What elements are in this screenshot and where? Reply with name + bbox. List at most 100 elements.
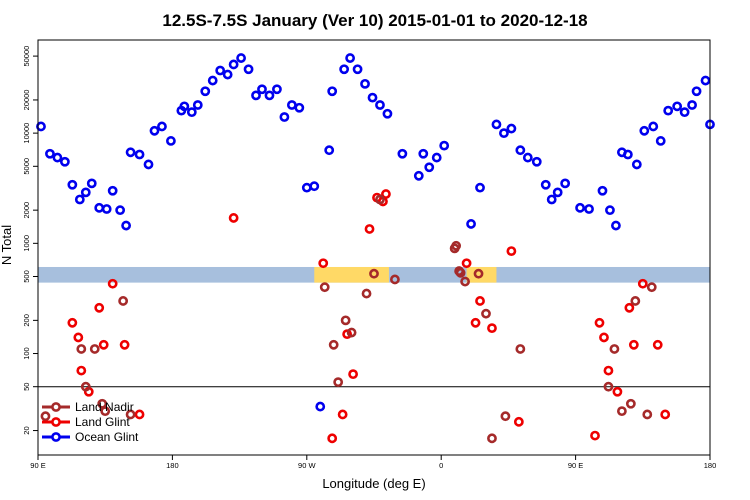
- ocean-glint-point: [639, 125, 650, 136]
- plot-frame: [37, 39, 711, 456]
- ocean-glint-point: [439, 140, 450, 151]
- legend-marker-ocean-glint: [51, 432, 61, 442]
- y-tick-label: 50: [22, 383, 31, 391]
- ocean-glint-point: [691, 86, 702, 97]
- x-tick-label: 90 E: [568, 461, 583, 470]
- ocean-glint-point: [107, 185, 118, 196]
- ocean-glint-point: [382, 108, 393, 119]
- ocean-glint-point: [301, 182, 312, 193]
- land-nadir-point: [328, 339, 339, 350]
- y-tick-label: 20: [22, 426, 31, 434]
- x-tick-label: 0: [439, 461, 443, 470]
- land-nadir-point: [118, 296, 129, 306]
- land-nadir-point: [125, 409, 136, 420]
- ocean-glint-point: [687, 100, 697, 110]
- land-glint-point: [98, 339, 109, 350]
- land-nadir-point: [89, 344, 100, 354]
- ocean-glint-point: [315, 401, 326, 412]
- land-nadir-point: [481, 308, 491, 319]
- land-nadir-point: [603, 381, 614, 392]
- ocean-glint-point: [186, 107, 197, 118]
- x-axis: 90 E 180 90 W 0 90 E 180: [30, 455, 716, 470]
- ocean-glint-point: [228, 59, 239, 70]
- land-nadir-point: [616, 406, 627, 417]
- ocean-glint-point: [605, 205, 615, 216]
- ocean-glint-point: [149, 125, 160, 136]
- land-glint-point: [94, 302, 105, 313]
- land-nadir-point: [455, 267, 466, 278]
- land-nadir-point: [369, 268, 379, 279]
- legend-label-ocean-glint: Ocean Glint: [75, 430, 139, 444]
- land-glint-point: [594, 317, 605, 328]
- land-nadir-point: [319, 282, 330, 293]
- land-glint-point: [327, 433, 338, 444]
- x-tick-label: 90 E: [30, 461, 45, 470]
- land-glint-point: [628, 339, 639, 350]
- land-nadir-point: [500, 411, 511, 422]
- land-glint-point: [461, 258, 472, 269]
- ocean-glint-point: [345, 53, 356, 63]
- ocean-glint-point: [679, 107, 690, 118]
- ocean-glint-point: [491, 119, 502, 130]
- ocean-glint-point: [360, 78, 370, 89]
- ocean-glint-point: [207, 75, 218, 86]
- land-glint-point: [513, 416, 524, 427]
- ocean-glint-point: [352, 64, 363, 75]
- ocean-glint-point: [157, 121, 167, 132]
- land-glint-point: [107, 278, 118, 289]
- land-glint-point: [612, 386, 623, 397]
- ocean-glint-point: [375, 100, 385, 110]
- x-tick-label: 90 W: [298, 461, 316, 470]
- ocean-glint-point: [663, 105, 674, 116]
- land-nadir-point: [487, 433, 497, 444]
- ocean-glint-point: [413, 170, 424, 181]
- ocean-glint-point: [475, 182, 485, 193]
- x-axis-label: Longitude (deg E): [322, 476, 425, 491]
- ocean-glint-point: [67, 179, 78, 190]
- land-glint-point: [337, 409, 348, 420]
- ocean-glint-point: [236, 53, 246, 63]
- ocean-glint-point: [597, 185, 608, 196]
- ocean-glint-point: [506, 123, 517, 134]
- ocean-glint-point: [222, 69, 233, 80]
- ocean-glint-point: [324, 145, 335, 156]
- land-glint-point: [134, 409, 145, 420]
- ocean-glint-point: [466, 219, 476, 229]
- land-glint-point: [470, 317, 481, 328]
- ocean-glint-point: [531, 156, 542, 167]
- ocean-glint-point: [540, 179, 551, 190]
- y-tick-label: 200: [22, 314, 31, 327]
- land-nadir-point: [333, 377, 344, 388]
- ocean-glint-point: [257, 84, 267, 95]
- ocean-glint-point: [200, 86, 211, 97]
- ocean-glint-point: [59, 156, 70, 167]
- y-tick-label: 500: [22, 270, 31, 283]
- ocean-glint-point: [80, 187, 91, 198]
- ocean-glint-point: [611, 220, 621, 231]
- ocean-glint-point: [672, 101, 683, 112]
- y-tick-label: 50000: [22, 46, 31, 67]
- ocean-glint-point: [272, 84, 282, 95]
- ocean-glint-point: [367, 92, 378, 103]
- ocean-glint-point: [397, 148, 408, 159]
- ocean-glint-point: [700, 75, 711, 86]
- y-tick-label: 5000: [22, 158, 31, 175]
- ocean-glint-point: [101, 204, 112, 214]
- y-tick-label: 10000: [22, 123, 31, 144]
- land-nadir-point: [473, 268, 484, 279]
- ocean-glint-point: [655, 136, 666, 146]
- land-nadir-point: [340, 315, 351, 326]
- ocean-glint-point: [575, 202, 585, 213]
- land-glint-point: [348, 369, 358, 380]
- ocean-glint-point: [631, 159, 642, 170]
- land-nadir-point: [40, 411, 51, 422]
- ocean-glint-point: [264, 90, 275, 101]
- ocean-glint-point: [584, 204, 594, 214]
- legend-marker-land-nadir: [51, 402, 61, 412]
- ocean-glint-point: [192, 100, 203, 110]
- x-tick-label: 180: [704, 461, 717, 470]
- land-glint-point: [652, 339, 663, 350]
- ocean-glint-point: [339, 64, 350, 75]
- land-glint-point: [342, 329, 353, 340]
